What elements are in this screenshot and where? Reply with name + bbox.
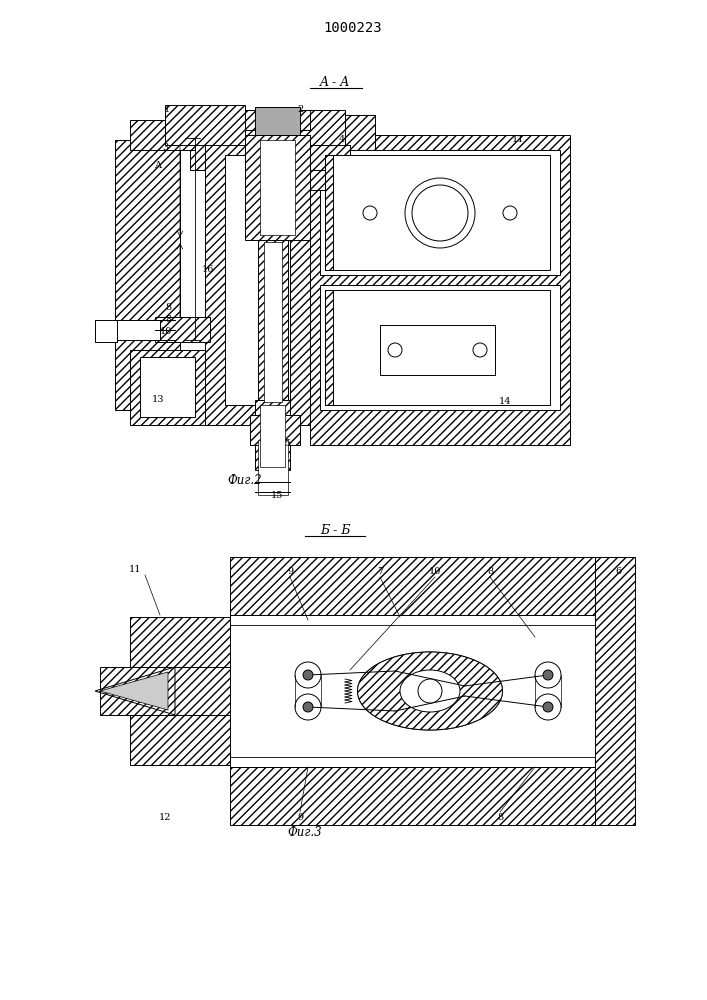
- Bar: [230, 767, 630, 825]
- Text: 8: 8: [166, 304, 172, 312]
- Bar: [310, 135, 570, 445]
- Text: 1: 1: [164, 105, 170, 114]
- Ellipse shape: [358, 652, 503, 730]
- Text: 16: 16: [201, 265, 214, 274]
- Bar: [250, 415, 300, 445]
- Bar: [325, 155, 333, 270]
- Text: Фиг.2: Фиг.2: [228, 474, 262, 487]
- Bar: [115, 320, 160, 340]
- Text: 15: 15: [271, 490, 284, 499]
- Text: 8: 8: [487, 568, 493, 576]
- Bar: [115, 140, 180, 410]
- Bar: [320, 150, 560, 275]
- Circle shape: [543, 702, 553, 712]
- Circle shape: [303, 670, 313, 680]
- Text: 4: 4: [339, 135, 345, 144]
- Text: 14: 14: [498, 397, 511, 406]
- Bar: [260, 140, 295, 235]
- Circle shape: [412, 185, 468, 241]
- Text: 8: 8: [497, 812, 503, 822]
- Text: 6: 6: [615, 568, 621, 576]
- Polygon shape: [95, 667, 175, 715]
- Text: 11: 11: [129, 566, 141, 574]
- Bar: [95, 320, 117, 342]
- Text: 12: 12: [159, 812, 171, 822]
- Circle shape: [535, 662, 561, 688]
- Bar: [155, 317, 210, 342]
- Ellipse shape: [358, 652, 503, 730]
- Bar: [215, 110, 345, 145]
- Text: A - A: A - A: [320, 76, 350, 89]
- Bar: [100, 667, 230, 715]
- Circle shape: [405, 178, 475, 248]
- Text: 1000223: 1000223: [324, 21, 382, 35]
- Circle shape: [363, 206, 377, 220]
- Bar: [595, 557, 635, 825]
- Bar: [130, 617, 230, 667]
- Bar: [130, 120, 195, 150]
- Bar: [205, 135, 310, 425]
- Circle shape: [535, 694, 561, 720]
- Bar: [258, 240, 288, 405]
- Circle shape: [418, 679, 442, 703]
- Ellipse shape: [412, 186, 467, 240]
- Text: 9: 9: [297, 812, 303, 822]
- Bar: [260, 405, 285, 467]
- Circle shape: [473, 343, 487, 357]
- Bar: [325, 290, 333, 405]
- Bar: [230, 557, 630, 615]
- Bar: [190, 115, 375, 170]
- Text: 2: 2: [297, 105, 303, 114]
- Text: 10: 10: [160, 328, 172, 336]
- Bar: [380, 325, 495, 375]
- Bar: [320, 285, 560, 410]
- Text: 9: 9: [287, 568, 293, 576]
- Circle shape: [303, 702, 313, 712]
- Circle shape: [503, 206, 517, 220]
- Text: 13: 13: [152, 395, 164, 404]
- Ellipse shape: [400, 670, 460, 712]
- Polygon shape: [100, 672, 168, 710]
- Circle shape: [295, 694, 321, 720]
- Text: 5: 5: [284, 438, 290, 448]
- Text: 8: 8: [166, 316, 172, 324]
- Circle shape: [388, 343, 402, 357]
- Bar: [264, 242, 282, 402]
- Bar: [130, 350, 205, 425]
- Text: 10: 10: [429, 568, 441, 576]
- Circle shape: [295, 662, 321, 688]
- Bar: [245, 110, 310, 130]
- Bar: [230, 615, 595, 767]
- Bar: [325, 155, 550, 270]
- Bar: [325, 290, 550, 405]
- Text: 7: 7: [377, 568, 383, 576]
- Bar: [140, 357, 195, 417]
- Bar: [130, 715, 230, 765]
- Circle shape: [543, 670, 553, 680]
- Bar: [258, 440, 288, 495]
- Bar: [310, 145, 350, 175]
- Text: Фиг.3: Фиг.3: [288, 826, 322, 840]
- Text: 3: 3: [162, 143, 168, 152]
- Bar: [255, 107, 300, 135]
- Bar: [310, 170, 350, 190]
- Bar: [245, 135, 310, 240]
- Text: 11: 11: [512, 135, 525, 144]
- Bar: [225, 155, 290, 405]
- Text: A: A: [155, 160, 161, 169]
- Text: Б - Б: Б - Б: [320, 524, 350, 536]
- Bar: [255, 400, 290, 470]
- Bar: [165, 105, 245, 145]
